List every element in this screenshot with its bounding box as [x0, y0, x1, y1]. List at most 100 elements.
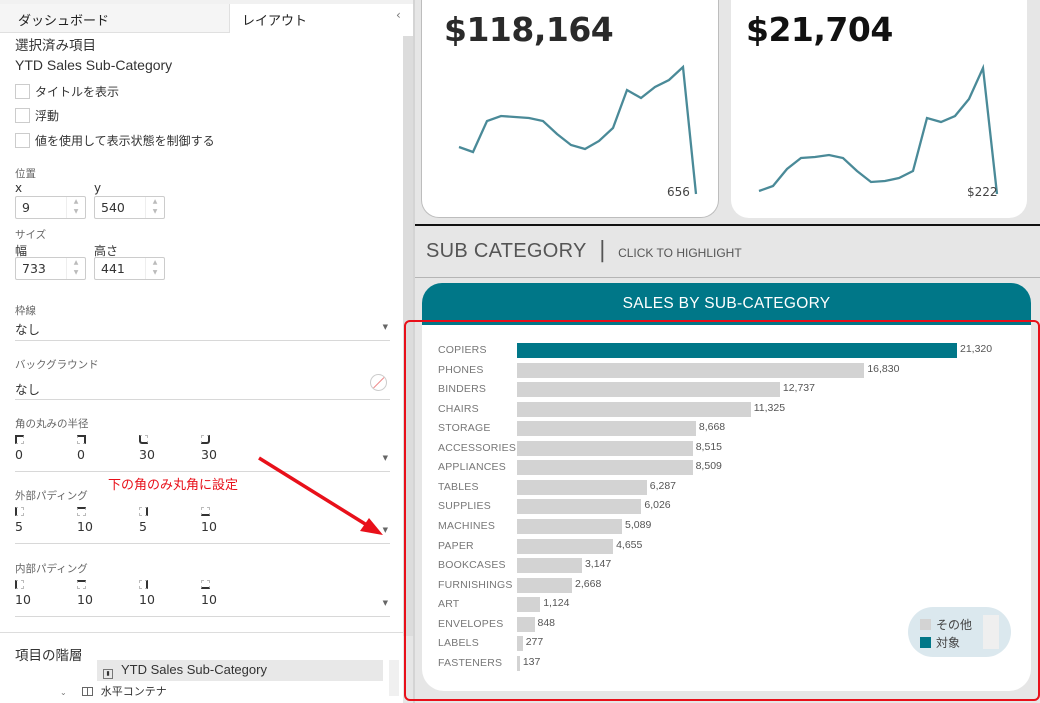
panel-splitter[interactable] — [413, 0, 415, 703]
height-input[interactable]: 441 ▲ ▼ — [94, 257, 165, 280]
y-label: y — [94, 181, 102, 195]
top-right-corner-icon — [77, 435, 86, 444]
bar[interactable] — [517, 460, 693, 476]
section-divider — [0, 632, 403, 633]
bar[interactable] — [517, 597, 541, 613]
bar-row[interactable]: FURNISHINGS 2,668 — [422, 576, 1022, 596]
kpi-card-profit[interactable]: $21,704 $222 — [731, 0, 1027, 218]
bar-category-label: SUPPLIES — [438, 500, 491, 513]
bar-value-label: 5,089 — [625, 518, 652, 531]
kpi-card-sales[interactable]: $118,164 656 — [421, 0, 719, 218]
bar-row[interactable]: FASTENERS 137 — [422, 654, 1022, 674]
bar[interactable] — [517, 538, 614, 554]
background-dropdown[interactable]: なし — [15, 374, 390, 400]
corner-tl: 0 — [15, 435, 77, 462]
inner-padding-dropdown[interactable]: 10 10 10 10 ▼ — [15, 578, 390, 617]
legend-swatch-teal — [920, 637, 931, 648]
bar-row[interactable]: ART 1,124 — [422, 595, 1022, 615]
tree-item-container[interactable]: ⌄ 水平コンテナ — [60, 683, 167, 699]
control-visibility-label: 値を使用して表示状態を制御する — [35, 133, 215, 148]
outer-left-value: 5 — [15, 519, 23, 534]
legend-label-other: その他 — [936, 618, 973, 632]
chart-legend[interactable]: その他 対象 — [908, 607, 1011, 657]
chevron-down-icon[interactable]: ⌄ — [60, 688, 67, 697]
bar[interactable] — [517, 518, 623, 534]
bar[interactable] — [517, 401, 751, 417]
corner-radius-dropdown[interactable]: 0 0 30 30 ▼ — [15, 433, 390, 472]
x-input[interactable]: 9 ▲ ▼ — [15, 196, 86, 219]
bar-row[interactable]: LABELS 277 — [422, 634, 1022, 654]
tree-item-selected[interactable]: ▮ YTD Sales Sub-Category — [97, 660, 383, 681]
x-stepper[interactable]: ▲ ▼ — [66, 197, 85, 218]
tree-scrollbar[interactable] — [389, 660, 399, 696]
sparkline-end-label: 656 — [667, 185, 690, 199]
floating-checkbox-row[interactable]: 浮動 — [15, 104, 390, 129]
height-value: 441 — [101, 261, 125, 276]
floating-checkbox[interactable] — [15, 108, 30, 124]
no-color-icon[interactable] — [370, 374, 387, 391]
inner-bottom-value: 10 — [201, 592, 217, 607]
border-dropdown[interactable]: なし ▼ — [15, 319, 390, 341]
control-visibility-checkbox-row[interactable]: 値を使用して表示状態を制御する — [15, 128, 390, 153]
bar[interactable] — [517, 382, 780, 398]
show-title-checkbox-row[interactable]: タイトルを表示 — [15, 79, 390, 104]
width-stepper[interactable]: ▲ ▼ — [66, 258, 85, 279]
width-label: 幅 — [15, 244, 28, 258]
bar[interactable] — [517, 558, 582, 574]
legend-scrollbar[interactable] — [983, 615, 999, 649]
bar-row[interactable]: ENVELOPES 848 — [422, 615, 1022, 635]
bar-row[interactable]: PAPER 4,655 — [422, 537, 1022, 557]
bar[interactable] — [517, 440, 693, 456]
chart-title-banner: SALES BY SUB-CATEGORY — [422, 283, 1031, 325]
tab-dashboard[interactable]: ダッシュボード — [0, 4, 230, 33]
legend-item-other[interactable]: その他 — [920, 616, 972, 633]
show-title-checkbox[interactable] — [15, 83, 30, 99]
bar[interactable] — [517, 655, 520, 671]
kpi-value: $21,704 — [746, 10, 893, 49]
bar[interactable] — [517, 577, 573, 593]
y-stepper[interactable]: ▲ ▼ — [145, 197, 164, 218]
height-stepper[interactable]: ▲ ▼ — [145, 258, 164, 279]
panel-scrollbar-thumb[interactable] — [403, 36, 413, 636]
bar-row[interactable]: PHONES 16,830 — [422, 361, 1022, 381]
bar-row[interactable]: BOOKCASES 3,147 — [422, 556, 1022, 576]
chevron-left-icon[interactable]: ‹ — [396, 8, 401, 22]
bar[interactable] — [517, 616, 535, 632]
bar-row[interactable]: APPLIANCES 8,509 — [422, 458, 1022, 478]
bar-category-label: TABLES — [438, 480, 479, 493]
sparkline-profit — [758, 63, 999, 195]
sheet-icon: ▮ — [103, 669, 113, 679]
outer-padding-dropdown[interactable]: 5 10 5 10 ▼ — [15, 505, 390, 544]
corner-br-value: 30 — [201, 447, 217, 462]
bar[interactable] — [517, 362, 865, 378]
bar-row[interactable]: SUPPLIES 6,026 — [422, 497, 1022, 517]
bar-row[interactable]: TABLES 6,287 — [422, 478, 1022, 498]
bar[interactable] — [517, 636, 523, 652]
background-heading: バックグラウンド — [15, 359, 99, 371]
bar-category-label: COPIERS — [438, 344, 487, 356]
bar-value-label: 277 — [525, 636, 544, 649]
bar-category-label: FASTENERS — [438, 656, 503, 669]
bar-category-label: BOOKCASES — [438, 559, 506, 572]
bar-row[interactable]: BINDERS 12,737 — [422, 380, 1022, 400]
bar-value-label: 12,737 — [782, 382, 815, 395]
width-value: 733 — [22, 261, 46, 276]
layout-panel: ダッシュボード レイアウト ‹ 選択済み項目 YTD Sales Sub-Cat… — [0, 0, 413, 703]
width-input[interactable]: 733 ▲ ▼ — [15, 257, 86, 280]
annotation-text: 下の角のみ丸角に設定 — [108, 478, 239, 493]
bar[interactable] — [517, 343, 957, 358]
dashed-divider — [415, 277, 1040, 278]
bar[interactable] — [517, 421, 696, 437]
legend-item-target[interactable]: 対象 — [920, 634, 960, 651]
control-visibility-checkbox[interactable] — [15, 132, 30, 148]
bar-row[interactable]: CHAIRS 11,325 — [422, 400, 1022, 420]
bar-row[interactable]: STORAGE 8,668 — [422, 419, 1022, 439]
bar-row[interactable]: MACHINES 5,089 — [422, 517, 1022, 537]
bar-row[interactable]: COPIERS 21,320 — [422, 341, 1022, 361]
y-input[interactable]: 540 ▲ ▼ — [94, 196, 165, 219]
bar-row[interactable]: ACCESSORIES 8,515 — [422, 439, 1022, 459]
bar[interactable] — [517, 479, 647, 495]
tab-layout[interactable]: レイアウト — [230, 4, 396, 33]
tree-item-container-label: 水平コンテナ — [100, 685, 167, 698]
bar[interactable] — [517, 499, 642, 515]
